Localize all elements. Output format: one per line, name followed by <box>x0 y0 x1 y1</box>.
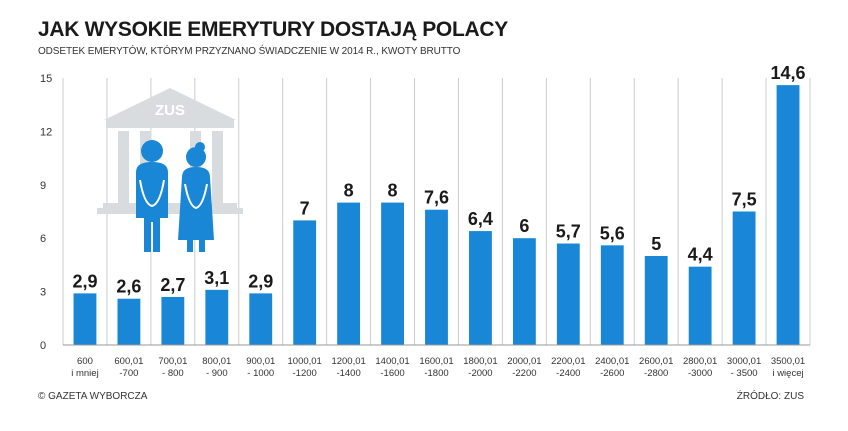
x-tick-label: 2200,01 <box>551 356 585 367</box>
bar-value-label: 2,6 <box>116 277 141 297</box>
building-step <box>97 208 243 214</box>
y-tick-label: 6 <box>40 233 46 245</box>
bar <box>469 231 492 345</box>
bar <box>512 238 536 345</box>
copyright-note: © GAZETA WYBORCZA <box>38 391 148 402</box>
x-tick-label: -2000 <box>468 368 492 379</box>
y-tick-label: 3 <box>40 287 46 299</box>
bar-value-label: 14,6 <box>771 63 806 83</box>
x-tick-label: 900,01 <box>246 356 275 367</box>
y-tick-label: 0 <box>40 340 46 352</box>
bar-value-label: 5,7 <box>556 222 581 242</box>
x-tick-label: -1800 <box>424 368 448 379</box>
x-tick-label: -3000 <box>688 368 712 379</box>
bar-value-label: 7,6 <box>424 188 449 208</box>
x-tick-label: 600 <box>77 356 93 367</box>
bar <box>205 289 229 345</box>
x-tick-label: -1600 <box>380 368 404 379</box>
building-column <box>190 131 201 203</box>
x-tick-label: i więcej <box>772 368 803 379</box>
x-tick-label: -2400 <box>556 368 580 379</box>
zus-label: ZUS <box>155 102 185 119</box>
chart-subtitle: ODSETEK EMERYTÓW, KTÓRYM PRZYZNANO ŚWIAD… <box>38 46 461 57</box>
x-tick-label: 2800,01 <box>683 356 717 367</box>
x-tick-label: i mniej <box>71 368 98 379</box>
x-tick-label: 600,01 <box>114 356 143 367</box>
bar-value-label: 7,5 <box>732 190 757 210</box>
bar-value-label: 5,6 <box>600 223 625 243</box>
x-tick-label: -2800 <box>644 368 668 379</box>
bar <box>117 298 141 345</box>
bar <box>161 296 185 345</box>
bar <box>425 209 448 345</box>
pensioner-man-icon <box>136 140 168 252</box>
y-tick-label: 9 <box>40 180 46 192</box>
bar <box>600 245 624 345</box>
x-tick-label: 1800,01 <box>463 356 497 367</box>
bar <box>293 220 317 345</box>
source-note: ŹRÓDŁO: ZUS <box>736 391 804 402</box>
x-tick-label: 1000,01 <box>288 356 322 367</box>
y-tick-label: 12 <box>40 126 52 138</box>
x-tick-label: - 3500 <box>731 368 758 379</box>
bar <box>381 202 404 345</box>
bar-value-label: 2,9 <box>248 271 273 291</box>
bar <box>688 266 712 345</box>
building-column <box>118 131 129 203</box>
x-tick-label: 1200,01 <box>331 356 365 367</box>
bar-value-label: 5 <box>651 234 661 254</box>
bar-value-label: 2,9 <box>72 271 97 291</box>
building-column <box>212 131 223 203</box>
x-tick-label: - 1000 <box>247 368 274 379</box>
building-entablature <box>106 120 234 128</box>
x-tick-label: -1200 <box>293 368 317 379</box>
chart-title: JAK WYSOKIE EMERYTURY DOSTAJĄ POLACY <box>38 18 508 41</box>
bar-value-label: 7 <box>300 198 310 218</box>
x-tick-label: -2200 <box>512 368 536 379</box>
bar-value-label: 6 <box>519 216 529 236</box>
building-roof <box>104 88 236 120</box>
bars: 2,9 2,6 2,7 3,1 2,9 7 8 8 7,6 6,4 6 5,7 5,6 5 4,4 7,5 14… <box>72 63 806 346</box>
bar-value-label: 4,4 <box>688 245 713 265</box>
bar-value-label: 2,7 <box>160 275 185 295</box>
x-tick-label: 3000,01 <box>727 356 761 367</box>
bar <box>776 85 800 346</box>
bar-value-label: 8 <box>344 181 354 201</box>
bar <box>73 293 97 345</box>
bar-value-label: 8 <box>388 181 398 201</box>
x-tick-label: 2600,01 <box>639 356 673 367</box>
x-tick-label: -700 <box>119 368 138 379</box>
bar-value-label: 3,1 <box>204 268 229 288</box>
bar <box>644 256 668 345</box>
x-tick-label: 800,01 <box>202 356 231 367</box>
zus-building-with-pensioners-icon: ZUS <box>97 88 243 252</box>
bar <box>556 243 580 345</box>
x-tick-label: -1400 <box>336 368 360 379</box>
x-tick-label: 1400,01 <box>375 356 409 367</box>
x-tick-label: -2600 <box>600 368 624 379</box>
x-tick-label: - 900 <box>206 368 228 379</box>
bar <box>337 202 361 345</box>
bar <box>249 293 273 345</box>
bar <box>732 211 756 345</box>
x-tick-label: 2000,01 <box>507 356 541 367</box>
x-tick-label: 1600,01 <box>419 356 453 367</box>
x-tick-label: 3500,01 <box>771 356 805 367</box>
building-step <box>103 203 237 208</box>
pensioner-woman-icon <box>178 142 214 252</box>
y-tick-label: 15 <box>40 73 52 85</box>
x-tick-label: 2400,01 <box>595 356 629 367</box>
x-tick-label: - 800 <box>162 368 184 379</box>
bar-value-label: 6,4 <box>468 209 493 229</box>
x-tick-label: 700,01 <box>158 356 187 367</box>
